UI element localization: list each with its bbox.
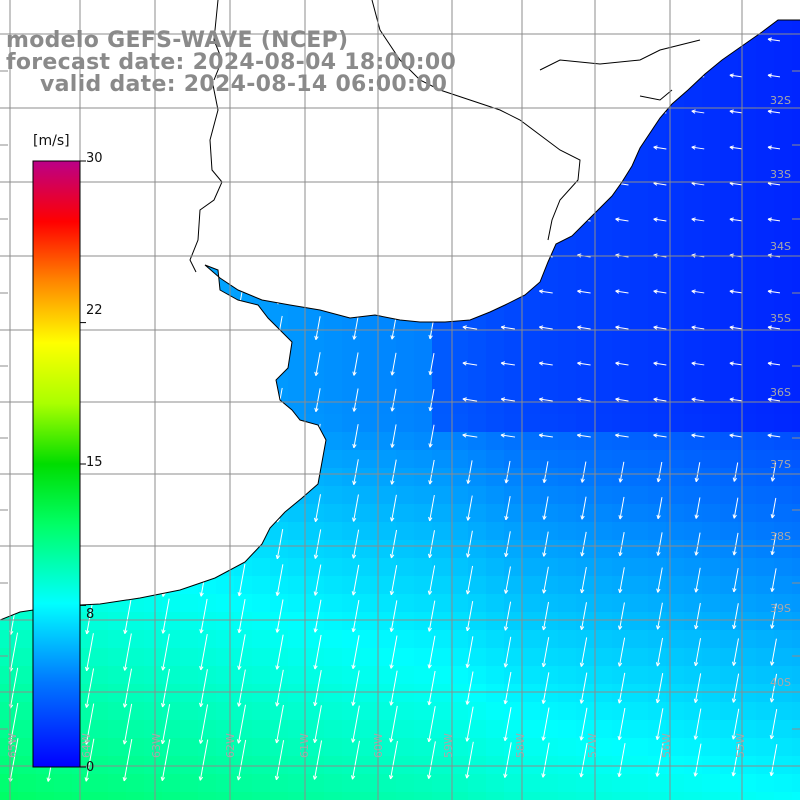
- longitude-label: 60W: [372, 733, 385, 758]
- longitude-label: 56W: [660, 733, 673, 758]
- colorbar-tick-label: 8: [86, 607, 95, 622]
- colorbar-tick-label: 22: [86, 303, 103, 318]
- colorbar: [32, 160, 81, 768]
- latitude-label: 32S: [770, 94, 791, 107]
- coastline-path: [0, 19, 800, 621]
- latitude-labels: 32S 33S 34S 35S 36S 37S 38S 39S 40S: [770, 94, 791, 689]
- longitude-label: 63W: [150, 733, 163, 758]
- latitude-label: 39S: [770, 602, 791, 615]
- border-line: [371, 0, 581, 241]
- colorbar-ticks: [80, 160, 86, 768]
- model-title: modelo GEFS-WAVE (NCEP): [6, 28, 349, 53]
- colorbar-tick-label: 15: [86, 455, 103, 470]
- longitude-label: 55W: [734, 733, 747, 758]
- border-line: [213, 0, 223, 81]
- longitude-label: 61W: [298, 733, 311, 758]
- latitude-label: 38S: [770, 530, 791, 543]
- latitude-label: 33S: [770, 168, 791, 181]
- forecast-date: forecast date: 2024-08-04 18:00:00: [6, 50, 457, 75]
- border-line: [639, 89, 673, 101]
- longitude-label: 62W: [224, 733, 237, 758]
- longitude-label: 59W: [442, 733, 455, 758]
- colorbar-unit: [m/s]: [33, 133, 70, 149]
- latitude-label: 35S: [770, 312, 791, 325]
- border-line: [189, 79, 223, 273]
- latitude-label: 40S: [770, 676, 791, 689]
- longitude-label: 57W: [586, 733, 599, 758]
- longitude-label: 65W: [6, 733, 19, 758]
- latitude-label: 34S: [770, 240, 791, 253]
- colorbar-tick-label: 30: [86, 151, 103, 166]
- colorbar-tick-label: 0: [86, 760, 95, 775]
- longitude-labels: 65W 64W 63W 62W 61W 60W 59W 58W 57W 56W 55W: [6, 733, 747, 758]
- latitude-label: 37S: [770, 458, 791, 471]
- valid-date: valid date: 2024-08-14 06:00:00: [40, 72, 448, 97]
- longitude-label: 58W: [514, 733, 527, 758]
- latitude-label: 36S: [770, 386, 791, 399]
- border-line: [539, 39, 701, 71]
- coastline: [0, 0, 800, 621]
- longitude-label: 64W: [80, 733, 93, 758]
